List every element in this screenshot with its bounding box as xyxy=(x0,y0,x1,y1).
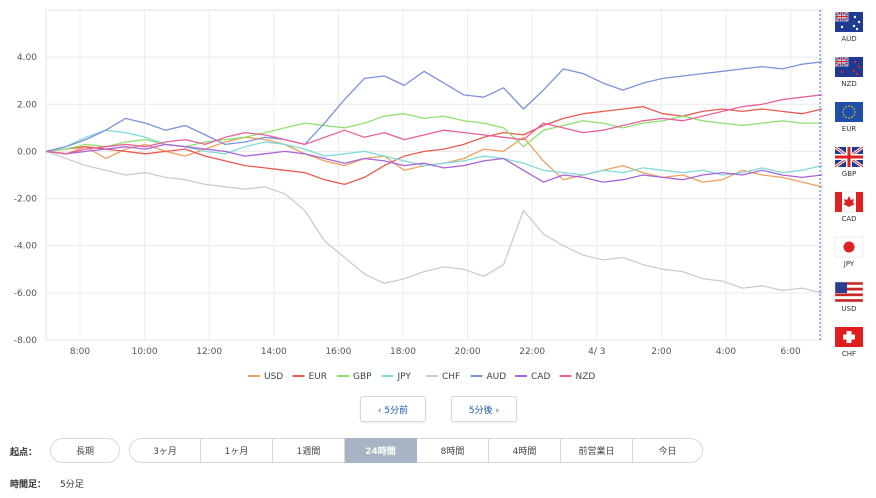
series-line-nzd xyxy=(45,94,823,155)
flag-label-nzd: NZD xyxy=(841,80,856,88)
legend-label-cad: CAD xyxy=(531,372,550,382)
x-tick-label: 4:00 xyxy=(716,347,736,357)
x-tick-label: 10:00 xyxy=(132,347,158,357)
series-line-jpy xyxy=(45,129,823,176)
y-tick-label: 4.00 xyxy=(17,53,37,63)
flag-label-chf: CHF xyxy=(842,350,856,358)
flag-label-usd: USD xyxy=(842,305,857,313)
x-tick-label: 2:00 xyxy=(651,347,671,357)
y-tick-label: 2.00 xyxy=(17,100,37,110)
start-point-label: 起点： xyxy=(10,448,38,458)
next-5min-button[interactable]: 5分後 › xyxy=(451,396,517,422)
x-tick-label: 16:00 xyxy=(325,347,351,357)
currency-strength-chart: 4.00 2.00 0.00 -2.00 -4.00 -6.00 -8.00 8:00 10:… xyxy=(14,9,864,382)
start-tab-2[interactable]: 1ヶ月 xyxy=(201,438,273,463)
start-tab-8[interactable]: 今日 xyxy=(633,438,703,463)
start-tab-3[interactable]: 1週間 xyxy=(273,438,345,463)
legend-label-aud: AUD xyxy=(487,372,507,382)
x-tick-label: 20:00 xyxy=(455,347,481,357)
timeframe-label: 時間足： xyxy=(10,480,47,490)
x-tick-label: 14:00 xyxy=(261,347,287,357)
start-tab-6[interactable]: 4時間 xyxy=(489,438,561,463)
start-tab-1[interactable]: 3ヶ月 xyxy=(129,438,201,463)
timeframe-value: 5分足 xyxy=(60,480,84,490)
x-tick-label: 4/ 3 xyxy=(588,347,605,357)
flag-label-aud: AUD xyxy=(841,35,856,43)
series-line-cad xyxy=(45,143,823,183)
y-axis: 4.00 2.00 0.00 -2.00 -4.00 -6.00 -8.00 xyxy=(14,53,38,346)
chart-legend: USD EUR GBP JPY CHF AUD CAD NZD xyxy=(248,372,595,382)
x-tick-label: 12:00 xyxy=(196,347,222,357)
legend-label-chf: CHF xyxy=(442,372,460,382)
legend-label-eur: EUR xyxy=(309,372,328,382)
japan-flag-icon[interactable] xyxy=(834,236,864,258)
start-tab-5[interactable]: 8時間 xyxy=(417,438,489,463)
currency-flag-column: AUD NZD EUR GBP CAD JPY USD CHF xyxy=(834,11,864,358)
y-tick-label: 0.00 xyxy=(17,147,37,157)
y-tick-label: -6.00 xyxy=(14,289,38,299)
flag-label-cad: CAD xyxy=(841,215,856,223)
y-tick-label: -8.00 xyxy=(14,336,38,346)
flag-label-eur: EUR xyxy=(842,125,857,133)
uk-flag-icon[interactable] xyxy=(834,145,864,169)
switzerland-flag-icon[interactable] xyxy=(835,327,863,347)
legend-label-nzd: NZD xyxy=(576,372,596,382)
canada-flag-icon[interactable] xyxy=(834,191,864,213)
y-tick-label: -4.00 xyxy=(14,242,38,252)
australia-flag-icon[interactable] xyxy=(834,11,863,32)
legend-label-jpy: JPY xyxy=(397,372,412,382)
series-line-chf xyxy=(45,150,823,294)
series-line-aud xyxy=(45,61,823,153)
x-tick-label: 18:00 xyxy=(390,347,416,357)
x-tick-label: 8:00 xyxy=(70,347,90,357)
x-axis: 8:00 10:00 12:00 14:00 16:00 18:00 20:00 22:00 4… xyxy=(70,347,801,357)
x-tick-label: 22:00 xyxy=(519,347,545,357)
usa-flag-icon[interactable] xyxy=(834,281,864,303)
series-line-eur xyxy=(45,105,823,186)
prev-5min-button[interactable]: ‹ 5分前 xyxy=(360,396,426,422)
chart-series xyxy=(45,61,823,294)
y-tick-label: -2.00 xyxy=(14,195,38,205)
flag-label-jpy: JPY xyxy=(843,260,855,268)
x-tick-label: 6:00 xyxy=(780,347,800,357)
flag-label-gbp: GBP xyxy=(842,170,856,178)
eu-flag-icon[interactable] xyxy=(835,102,863,122)
start-tab-0[interactable]: 長期 xyxy=(50,438,120,463)
new-zealand-flag-icon[interactable] xyxy=(834,56,863,77)
start-tab-4[interactable]: 24時間 xyxy=(345,438,417,463)
legend-label-gbp: GBP xyxy=(353,372,372,382)
start-tab-7[interactable]: 前営業日 xyxy=(561,438,633,463)
legend-label-usd: USD xyxy=(264,372,283,382)
chart-grid xyxy=(45,9,823,341)
